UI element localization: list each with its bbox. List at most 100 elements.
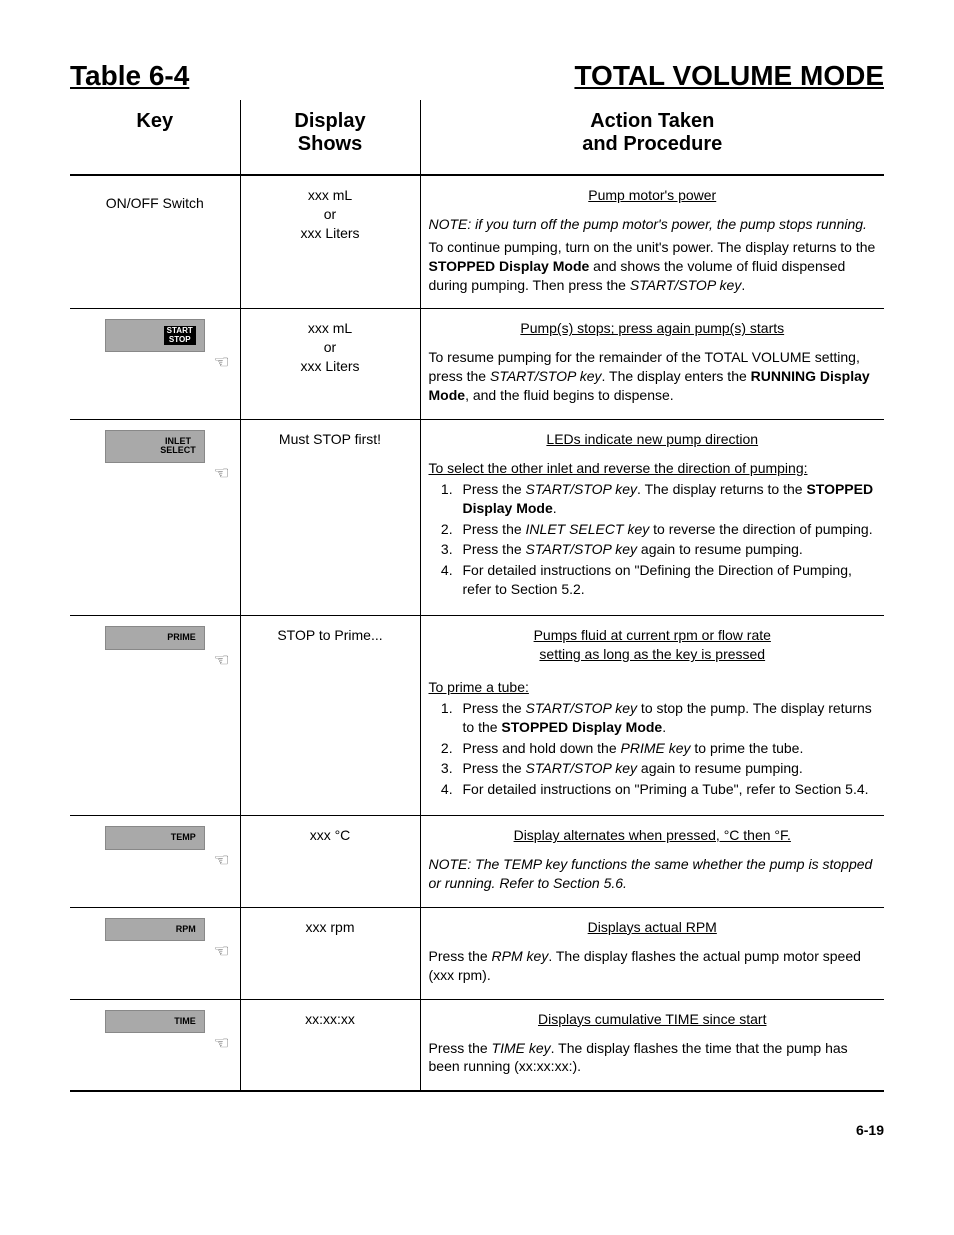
action-prime: Pumps fluid at current rpm or flow rate …: [420, 616, 884, 816]
display-onoff-l1: xxx mL: [308, 187, 352, 203]
t: RPM key: [492, 948, 549, 964]
step: Press the START/STOP key. The display re…: [457, 480, 877, 518]
display-time: xx:xx:xx: [240, 999, 420, 1091]
row-prime: PRIME ☜ STOP to Prime... Pumps fluid at …: [70, 616, 884, 816]
startstop-button-icon: STARTSTOP: [105, 319, 205, 352]
header-action-l1: Action Taken: [590, 110, 714, 132]
action-rpm: Displays actual RPM Press the RPM key. T…: [420, 907, 884, 999]
prime-button-icon: PRIME: [105, 626, 205, 649]
key-inlet: INLETSELECT ☜: [70, 420, 240, 616]
key-startstop: STARTSTOP ☜: [70, 309, 240, 420]
display-rpm: xxx rpm: [240, 907, 420, 999]
row-inlet: INLETSELECT ☜ Must STOP first! LEDs indi…: [70, 420, 884, 616]
t: .: [553, 500, 557, 516]
display-onoff: xxx mL or xxx Liters: [240, 175, 420, 309]
t: again to resume pumping.: [637, 541, 803, 557]
display-temp: xxx °C: [240, 816, 420, 908]
key-temp: TEMP ☜: [70, 816, 240, 908]
t: Pumps fluid at current rpm or flow rate: [534, 627, 771, 643]
action-prime-head: Pumps fluid at current rpm or flow rate …: [429, 626, 877, 664]
step: Press and hold down the PRIME key to pri…: [457, 739, 877, 758]
t: Press and hold down the: [463, 740, 621, 756]
t: START/STOP key: [526, 700, 638, 716]
row-rpm: RPM ☜ xxx rpm Displays actual RPM Press …: [70, 907, 884, 999]
table-number: Table 6-4: [70, 60, 189, 92]
t: setting as long as the key is pressed: [539, 646, 765, 662]
hand-icon: ☜: [78, 461, 232, 485]
key-prime: PRIME ☜: [70, 616, 240, 816]
hand-icon: ☜: [78, 1031, 232, 1055]
step: Press the START/STOP key to stop the pum…: [457, 699, 877, 737]
action-prime-steps: Press the START/STOP key to stop the pum…: [429, 699, 877, 799]
hand-icon: ☜: [78, 648, 232, 672]
action-time: Displays cumulative TIME since start Pre…: [420, 999, 884, 1091]
action-onoff: Pump motor's power NOTE: if you turn off…: [420, 175, 884, 309]
step: Press the INLET SELECT key to reverse th…: [457, 520, 877, 539]
t: START/STOP key: [526, 481, 638, 497]
t: again to resume pumping.: [637, 760, 803, 776]
note-body: if you turn off the pump motor's power, …: [475, 216, 867, 232]
action-rpm-head: Displays actual RPM: [429, 918, 877, 937]
header-display-l1: Display: [294, 110, 365, 132]
t: START/STOP key: [526, 760, 638, 776]
step: For detailed instructions on "Priming a …: [457, 780, 877, 799]
header-key: Key: [70, 100, 240, 175]
action-onoff-head: Pump motor's power: [429, 186, 877, 205]
header-display: Display Shows: [240, 100, 420, 175]
temp-button-icon: TEMP: [105, 826, 205, 849]
row-time: TIME ☜ xx:xx:xx Displays cumulative TIME…: [70, 999, 884, 1091]
t: TIME: [174, 1017, 196, 1026]
action-onoff-p1: To continue pumping, turn on the unit's …: [429, 238, 877, 295]
page-number: 6-19: [70, 1122, 884, 1138]
t: SELECT: [160, 445, 196, 455]
t: START/STOP key: [526, 541, 638, 557]
step: Press the START/STOP key again to resume…: [457, 759, 877, 778]
step: Press the START/STOP key again to resume…: [457, 540, 877, 559]
t: Press the: [463, 541, 526, 557]
row-onoff: ON/OFF Switch xxx mL or xxx Liters Pump …: [70, 175, 884, 309]
action-startstop-p1: To resume pumping for the remainder of t…: [429, 348, 877, 405]
t: Press the: [429, 1040, 492, 1056]
rpm-button-icon: RPM: [105, 918, 205, 941]
t: TEMP: [171, 833, 196, 842]
display-inlet: Must STOP first!: [240, 420, 420, 616]
action-temp: Display alternates when pressed, °C then…: [420, 816, 884, 908]
mode-title: TOTAL VOLUME MODE: [574, 60, 884, 92]
header-action-l2: and Procedure: [582, 133, 722, 155]
action-inlet-sub: To select the other inlet and reverse th…: [429, 459, 877, 478]
t: Press the: [463, 521, 526, 537]
action-startstop-head: Pump(s) stops; press again pump(s) start…: [429, 319, 877, 338]
header-row: Key Display Shows Action Taken and Proce…: [70, 100, 884, 175]
t: STOPPED Display Mode: [429, 258, 590, 274]
header-display-l2: Shows: [298, 133, 362, 155]
t: TIME key: [492, 1040, 551, 1056]
t: .: [662, 719, 666, 735]
t: Press the: [429, 948, 492, 964]
t: xxx Liters: [300, 358, 359, 374]
row-startstop: STARTSTOP ☜ xxx mL or xxx Liters Pump(s)…: [70, 309, 884, 420]
t: .: [741, 277, 745, 293]
t: START/STOP key: [490, 368, 602, 384]
action-prime-sub: To prime a tube:: [429, 678, 877, 697]
display-onoff-l2: or: [324, 206, 336, 222]
action-temp-note: NOTE: The TEMP key functions the same wh…: [429, 855, 877, 893]
t: . The display returns to the: [637, 481, 806, 497]
key-time: TIME ☜: [70, 999, 240, 1091]
time-button-icon: TIME: [105, 1010, 205, 1033]
t: To continue pumping, turn on the unit's …: [429, 239, 876, 255]
action-inlet-steps: Press the START/STOP key. The display re…: [429, 480, 877, 599]
t: . The display enters the: [602, 368, 751, 384]
display-onoff-l3: xxx Liters: [300, 225, 359, 241]
key-rpm: RPM ☜: [70, 907, 240, 999]
key-onoff-text: ON/OFF Switch: [106, 195, 204, 211]
t: , and the fluid begins to dispense.: [465, 387, 674, 403]
note-prefix: NOTE:: [429, 216, 476, 232]
t: xxx mL: [308, 320, 352, 336]
t: to prime the tube.: [691, 740, 804, 756]
t: NOTE:: [429, 856, 476, 872]
row-temp: TEMP ☜ xxx °C Display alternates when pr…: [70, 816, 884, 908]
t: RPM: [176, 925, 196, 934]
action-startstop: Pump(s) stops; press again pump(s) start…: [420, 309, 884, 420]
header-action: Action Taken and Procedure: [420, 100, 884, 175]
action-inlet-head: LEDs indicate new pump direction: [429, 430, 877, 449]
